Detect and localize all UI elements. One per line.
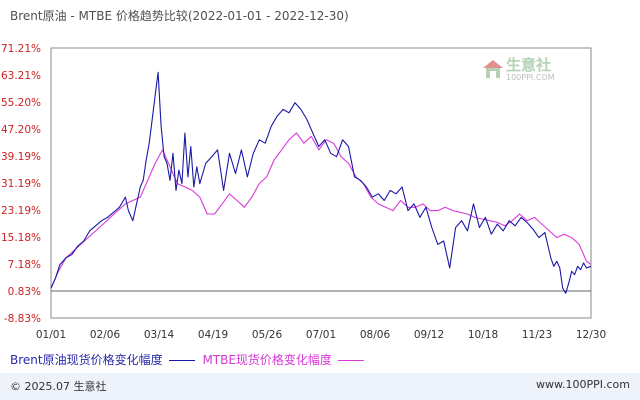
y-tick-label: 7.18% xyxy=(8,259,41,271)
x-tick-label: 07/01 xyxy=(306,329,336,341)
series-line-mtbe xyxy=(50,132,592,289)
legend-mtbe-swatch xyxy=(337,360,364,361)
x-tick-label: 04/19 xyxy=(198,329,228,341)
plot-frame xyxy=(50,47,592,319)
y-tick-label: 63.21% xyxy=(1,70,41,82)
series-line-brent xyxy=(50,71,592,294)
y-tick-label: 39.19% xyxy=(1,151,41,163)
legend-mtbe-label: MTBE现货价格变化幅度 xyxy=(202,353,332,367)
y-tick-label: 31.19% xyxy=(1,178,41,190)
y-tick-label: 71.21% xyxy=(1,43,41,55)
x-tick-label: 10/18 xyxy=(468,329,498,341)
watermark-url: 100PPI.COM xyxy=(506,73,555,82)
x-tick-labels: 01/01 02/06 03/14 04/19 05/26 07/01 08/06 09/12… xyxy=(36,329,606,341)
y-tick-label: 0.83% xyxy=(8,286,41,298)
y-tick-label: 55.20% xyxy=(1,97,41,109)
y-tick-labels: 71.21% 63.21% 55.20% 47.20% 39.19% 31.19% 23.1… xyxy=(1,43,41,325)
watermark-logo: 生意社 100PPI.COM xyxy=(482,54,572,86)
series-lines xyxy=(50,71,592,294)
x-tick-label: 01/01 xyxy=(36,329,66,341)
x-tick-label: 03/14 xyxy=(144,329,175,341)
footer: © 2025.07 生意社 www.100PPI.com xyxy=(0,373,640,400)
chart-title: Brent原油 - MTBE 价格趋势比较(2022-01-01 - 2022-… xyxy=(10,9,349,23)
footer-copyright: © 2025.07 生意社 xyxy=(10,380,107,393)
x-tick-label: 08/06 xyxy=(360,329,391,341)
y-tick-label: 15.18% xyxy=(1,232,41,244)
x-tick-label: 09/12 xyxy=(414,329,444,341)
house-icon xyxy=(483,60,503,78)
y-tick-label: 23.19% xyxy=(1,205,41,217)
x-tick-label: 05/26 xyxy=(252,329,283,341)
legend: Brent原油现货价格变化幅度 MTBE现货价格变化幅度 xyxy=(10,351,368,368)
y-tick-label: 47.20% xyxy=(1,124,41,136)
footer-link[interactable]: www.100PPI.com xyxy=(536,378,630,391)
x-tick-label: 11/23 xyxy=(522,329,552,341)
x-tick-label: 02/06 xyxy=(90,329,121,341)
y-tick-label: -8.83% xyxy=(4,313,41,325)
legend-brent-swatch xyxy=(168,360,195,361)
axes xyxy=(50,47,592,319)
watermark-name: 生意社 xyxy=(506,56,552,74)
legend-brent-label: Brent原油现货价格变化幅度 xyxy=(10,353,163,367)
x-tick-label: 12/30 xyxy=(576,329,606,341)
